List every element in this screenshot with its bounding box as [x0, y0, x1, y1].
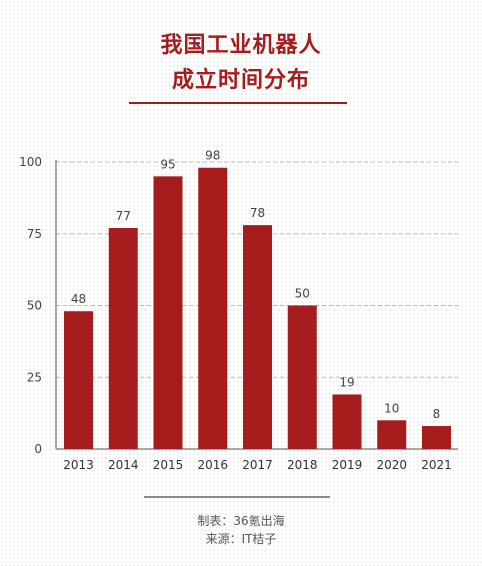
data-label: 50 [295, 287, 310, 301]
x-tick-label: 2017 [242, 458, 273, 472]
bar [377, 420, 407, 449]
x-tick-label: 2014 [108, 458, 139, 472]
bar [287, 305, 317, 449]
bar [243, 225, 272, 449]
x-tick-label: 2018 [287, 458, 318, 472]
source-text: 来源：IT桔子 [205, 532, 277, 546]
y-tick-label: 0 [34, 442, 42, 456]
x-tick-label: 2015 [153, 458, 184, 472]
chart-title-line1: 我国工业机器人 [160, 33, 322, 58]
bar [422, 426, 451, 449]
y-tick-label: 100 [19, 155, 42, 169]
bar [64, 311, 93, 449]
credit-text: 制表：36氪出海 [197, 514, 285, 528]
x-tick-label: 2013 [63, 458, 94, 472]
x-tick-label: 2020 [376, 458, 407, 472]
data-label: 98 [205, 149, 220, 163]
x-tick-label: 2021 [421, 458, 452, 472]
data-label: 19 [339, 375, 354, 389]
y-tick-label: 50 [27, 299, 42, 313]
bar [198, 167, 228, 450]
y-tick-label: 75 [27, 227, 42, 241]
x-tick-label: 2019 [332, 458, 363, 472]
x-tick-label: 2016 [197, 458, 228, 472]
data-label: 77 [116, 209, 131, 223]
data-label: 48 [71, 292, 86, 306]
bar [153, 176, 183, 449]
title-underline [129, 102, 347, 104]
y-tick-label: 25 [27, 370, 42, 384]
data-label: 10 [384, 401, 399, 415]
data-label: 95 [160, 157, 175, 171]
bar [332, 394, 362, 449]
footer-divider [144, 496, 330, 498]
data-label: 78 [250, 206, 265, 220]
bar [108, 228, 138, 449]
data-label: 8 [433, 407, 441, 421]
bar-chart: 0 25 50 75 100 48 2013 77 2014 95 2015 98 2016 78 2017… [19, 149, 458, 472]
chart-title-line2: 成立时间分布 [171, 68, 310, 93]
